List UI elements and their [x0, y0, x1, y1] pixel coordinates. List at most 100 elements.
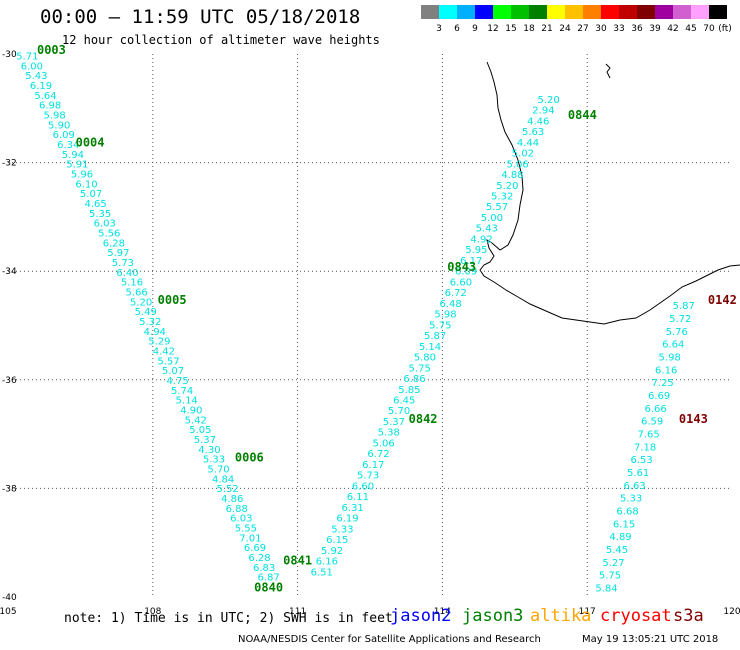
swh-value: 4.42: [153, 346, 175, 357]
swh-value: 4.75: [166, 376, 188, 387]
swh-value: 5.16: [121, 278, 143, 289]
swh-value: 5.14: [419, 342, 441, 353]
swh-value: 6.16: [655, 365, 677, 376]
swh-value: 2.94: [532, 106, 554, 117]
swh-value: 6.17: [460, 256, 482, 267]
legend-swatch: [457, 5, 475, 19]
lat-lon-grid: [8, 54, 732, 597]
swh-value: 6.72: [445, 288, 467, 299]
swh-value: 5.32: [139, 317, 161, 328]
y-tick-label: -36: [2, 376, 17, 386]
swh-value: 5.71: [16, 51, 38, 62]
pass-time-label: 0842: [409, 412, 438, 426]
legend-s3a: s3a: [673, 606, 704, 626]
swh-value: 5.14: [176, 396, 198, 407]
swh-value: 5.73: [357, 471, 379, 482]
swh-value: 5.87: [673, 301, 695, 312]
swh-value: 4.89: [609, 532, 631, 543]
swh-value: 5.33: [203, 455, 225, 466]
swh-value: 5.87: [424, 331, 446, 342]
swh-value: 5.20: [130, 297, 152, 308]
legend-swatch: [529, 5, 547, 19]
swh-value: 6.69: [648, 391, 670, 402]
swh-value: 6.66: [645, 404, 667, 415]
x-tick-label: 120: [723, 607, 740, 617]
swh-value: 6.31: [342, 503, 364, 514]
swh-value: 5.98: [434, 310, 456, 321]
legend-bin-label: 6: [454, 24, 460, 34]
legend-bin-label: 36: [631, 24, 643, 34]
swh-value: 5.33: [331, 524, 353, 535]
legend-swatch: [619, 5, 637, 19]
legend-swatch: [655, 5, 673, 19]
generated-timestamp: May 19 13:05:21 UTC 2018: [582, 634, 719, 645]
legend-bin-label: 70: [703, 24, 715, 34]
legend-bin-label: 39: [649, 24, 661, 34]
legend-swatch: [637, 5, 655, 19]
legend-swatch: [493, 5, 511, 19]
legend-bin-label: 30: [595, 24, 607, 34]
pass-time-label: 0004: [76, 135, 105, 149]
y-tick-label: -34: [2, 267, 17, 277]
swh-value: 6.48: [439, 299, 461, 310]
legend-swatch: [565, 5, 583, 19]
swh-value: 6.15: [326, 535, 348, 546]
swh-value: 6.03: [94, 219, 116, 230]
legend-bin-label: 3: [436, 24, 442, 34]
swh-value: 5.43: [25, 71, 47, 82]
legend-swatch: [511, 5, 529, 19]
swh-value: 6.72: [367, 449, 389, 460]
legend-altika: altika: [530, 606, 592, 626]
legend-bin-label: 45: [685, 24, 697, 34]
swh-value: 6.69: [244, 543, 266, 554]
swh-value: 5.49: [135, 307, 157, 318]
pass-time-label: 0142: [708, 293, 737, 307]
swh-value: 5.38: [378, 428, 400, 439]
pass-time-label: 0841: [283, 553, 312, 567]
swh-value: 5.06: [507, 159, 529, 170]
swh-value: 6.83: [253, 563, 275, 574]
swh-value: 6.09: [53, 130, 75, 141]
swh-value: 5.32: [491, 191, 513, 202]
swh-value: 4.46: [527, 116, 549, 127]
legend-cryosat: cryosat: [600, 606, 672, 626]
legend-bin-label: 42: [667, 24, 679, 34]
pass-time-label: 0844: [568, 108, 597, 122]
x-tick-label: 114: [434, 607, 451, 617]
legend-swatch: [709, 5, 727, 19]
legend-jason3: jason3: [462, 606, 524, 626]
swh-value: 4.44: [517, 138, 539, 149]
swh-value: 6.98: [39, 101, 61, 112]
swh-value: 5.80: [414, 353, 436, 364]
swh-value: 5.61: [627, 468, 649, 479]
swh-value: 6.86: [403, 374, 425, 385]
swh-value: 6.03: [230, 514, 252, 525]
swh-value: 6.64: [662, 340, 684, 351]
swh-value: 4.30: [198, 445, 220, 456]
swh-value: 7.65: [637, 430, 659, 441]
swh-value: 5.35: [89, 209, 111, 220]
satellite-tracks: 5.716.005.436.195.646.985.985.906.096.34…: [16, 43, 737, 595]
legend-swatch: [475, 5, 493, 19]
y-tick-label: -40: [2, 593, 17, 603]
legend-bin-label: 15: [505, 24, 517, 34]
swh-value: 5.20: [496, 181, 518, 192]
swh-value: 7.25: [652, 378, 674, 389]
pass-time-label: 0143: [679, 412, 708, 426]
swh-value: 6.60: [352, 481, 374, 492]
swh-value: 6.28: [103, 238, 125, 249]
swh-value: 6.19: [30, 81, 52, 92]
swh-value: 6.88: [226, 504, 248, 515]
swh-value: 5.95: [465, 245, 487, 256]
legend-swatch: [691, 5, 709, 19]
legend-bin-label: 27: [577, 24, 589, 34]
legend-bin-label: 12: [487, 24, 499, 34]
swh-value: 5.33: [620, 494, 642, 505]
map-title: 00:00 – 11:59 UTC 05/18/2018: [40, 6, 361, 28]
pass-time-label: 0840: [254, 581, 283, 595]
swh-value: 5.75: [599, 571, 621, 582]
swh-value: 5.66: [125, 287, 147, 298]
swh-value: 6.11: [347, 492, 369, 503]
swh-value: 5.94: [62, 150, 84, 161]
